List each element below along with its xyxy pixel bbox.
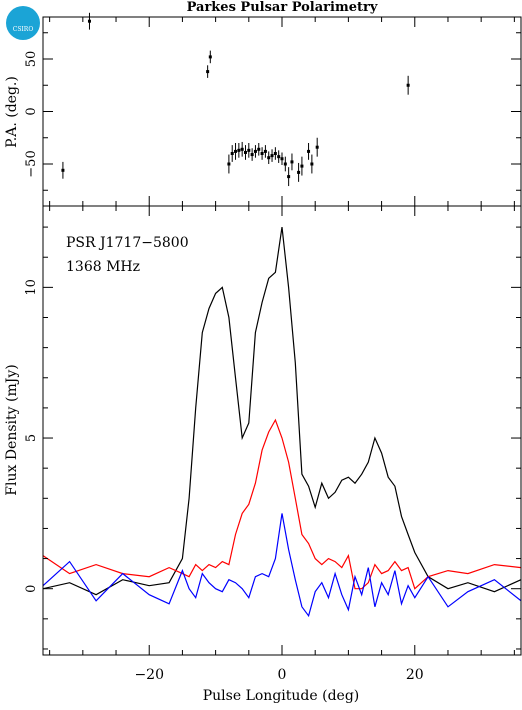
flux-series-line-2 <box>43 418 521 590</box>
pa-point <box>247 148 251 152</box>
pa-point <box>237 148 241 152</box>
pa-ytick-label: 50 <box>24 51 39 68</box>
pa-point <box>250 153 254 157</box>
pa-point <box>234 149 238 153</box>
pa-point <box>260 152 264 155</box>
pa-point <box>267 156 271 160</box>
csiro-logo <box>6 6 40 40</box>
pa-point <box>297 170 301 174</box>
frequency-label: 1368 MHz <box>66 259 140 275</box>
flux-ytick-label: 0 <box>24 585 39 593</box>
pa-point <box>310 162 314 166</box>
logo-text: CSIRO <box>13 26 34 33</box>
pa-point <box>283 162 287 166</box>
flux-xtick-label: 0 <box>278 667 287 683</box>
chart-title: Parkes Pulsar Polarimetry <box>187 0 378 15</box>
pa-point <box>406 83 410 87</box>
pa-ylabel: P.A. (deg.) <box>4 76 20 148</box>
pa-point <box>290 160 294 164</box>
pa-point <box>315 145 319 149</box>
pa-point <box>300 164 304 168</box>
pa-point <box>287 175 291 179</box>
pa-point <box>270 154 274 158</box>
pa-point <box>257 147 261 151</box>
flux-panel: 0 5 10 −20 0 20 <box>24 205 522 683</box>
flux-ytick-label: 5 <box>24 434 39 442</box>
pa-frame <box>42 16 522 207</box>
pa-point <box>263 149 267 153</box>
x-axis-label: Pulse Longitude (deg) <box>203 688 360 704</box>
pulsar-name: PSR J1717−5800 <box>66 235 189 251</box>
pa-point <box>253 149 257 153</box>
pa-point <box>230 152 234 155</box>
pa-point <box>307 149 311 153</box>
pa-panel: −50 0 50 <box>24 12 522 207</box>
pa-point <box>87 19 91 23</box>
pa-ytick-label: 0 <box>24 107 39 115</box>
pa-point <box>273 152 277 155</box>
pa-point <box>208 55 212 59</box>
pa-point <box>206 70 210 74</box>
pa-point <box>227 162 231 166</box>
flux-ytick-label: 10 <box>24 279 39 296</box>
flux-series-line-1 <box>43 227 521 596</box>
flux-series-line-3 <box>43 513 521 618</box>
flux-ylabel: Flux Density (mJy) <box>4 364 20 495</box>
pa-ytick-label: −50 <box>24 150 39 177</box>
pa-point <box>243 150 247 154</box>
pa-point <box>240 147 244 151</box>
flux-xtick-label: −20 <box>134 667 164 683</box>
pa-point <box>280 157 284 161</box>
pa-point <box>61 168 65 172</box>
flux-xtick-label: 20 <box>406 667 424 683</box>
pa-point <box>277 155 281 159</box>
